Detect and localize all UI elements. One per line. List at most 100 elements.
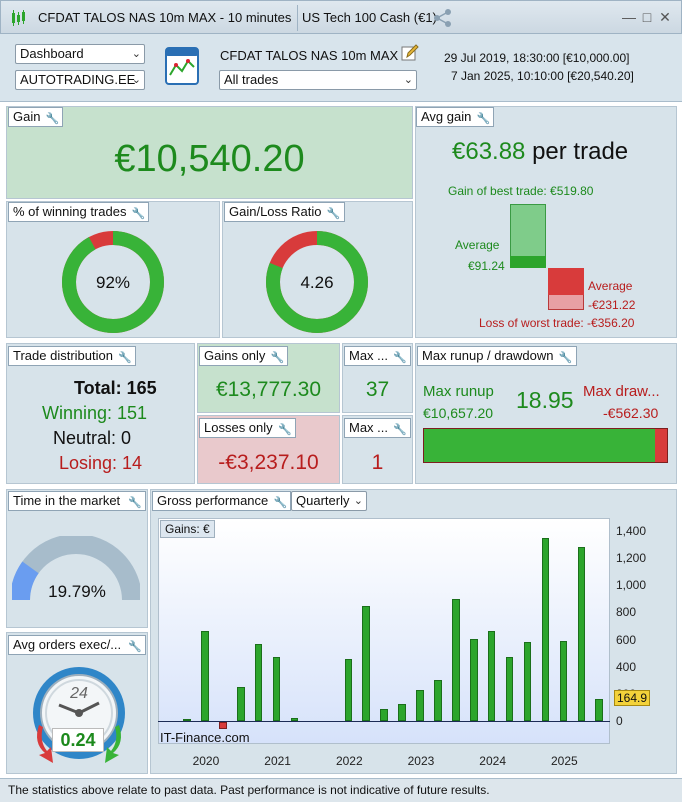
wrench-icon: 🔧 bbox=[131, 208, 146, 220]
runup-value: €10,657.20 bbox=[423, 405, 494, 421]
trade-distribution-panel bbox=[6, 343, 195, 484]
report-icon[interactable] bbox=[165, 47, 199, 85]
gain-panel bbox=[6, 106, 413, 199]
winning-pct-title[interactable]: % of winning trades 🔧 bbox=[8, 202, 150, 222]
minimize-icon[interactable]: — bbox=[622, 9, 636, 25]
gain-value: €10,540.20 bbox=[114, 138, 305, 180]
avg-loss-label: Average bbox=[588, 279, 633, 293]
winning-trades: Winning: 151 bbox=[42, 403, 148, 423]
x-tick-label: 2023 bbox=[407, 754, 435, 768]
y-tick-label: 1,200 bbox=[616, 551, 647, 566]
avg-gain-title[interactable]: Avg gain 🔧 bbox=[416, 107, 495, 127]
total-trades: Total: 165 bbox=[74, 378, 157, 398]
max-wins-title-label: Max ... bbox=[349, 348, 389, 363]
watermark: IT-Finance.com bbox=[160, 730, 250, 745]
winning-pct-title-label: % of winning trades bbox=[13, 204, 127, 219]
runup-bar-fill bbox=[424, 429, 655, 462]
trade-distribution-title-label: Trade distribution bbox=[13, 348, 113, 363]
period-select[interactable]: Quarterly ⌄ bbox=[291, 491, 367, 511]
chevron-down-icon: ⌄ bbox=[131, 48, 141, 60]
strategy-name: CFDAT TALOS NAS 10m MAX bbox=[220, 48, 399, 63]
view-select[interactable]: Dashboard ⌄ bbox=[15, 44, 145, 64]
chart-bar bbox=[505, 657, 514, 721]
trades-select[interactable]: All trades ⌄ bbox=[219, 70, 417, 90]
tab-strategy[interactable]: CFDAT TALOS NAS 10m MAX - 10 minutes bbox=[32, 5, 299, 31]
trades-select-value: All trades bbox=[224, 72, 279, 87]
x-tick-label: 2025 bbox=[550, 754, 578, 768]
disclaimer-footer: The statistics above relate to past data… bbox=[0, 778, 682, 802]
avg-gain-panel bbox=[415, 106, 677, 338]
max-wins-value: 37 bbox=[365, 378, 390, 401]
view-select-value: Dashboard bbox=[20, 46, 84, 61]
gauge-fill bbox=[12, 561, 39, 601]
wrench-icon: 🔧 bbox=[118, 352, 132, 364]
gross-performance-title[interactable]: Gross performance 🔧 bbox=[152, 491, 292, 511]
avg-win-fill bbox=[510, 256, 546, 268]
time-market-title[interactable]: Time in the market 🔧 bbox=[8, 491, 146, 511]
gain-title-label: Gain bbox=[13, 109, 41, 124]
avg-gain-value: €63.88 bbox=[452, 138, 526, 165]
max-losses-value: 1 bbox=[371, 451, 384, 474]
max-losses-title[interactable]: Max ... 🔧 bbox=[344, 418, 411, 438]
maximize-icon[interactable]: □ bbox=[642, 9, 652, 25]
clock-label: 24 bbox=[70, 685, 88, 702]
chevron-down-icon: ⌄ bbox=[131, 74, 141, 86]
chart-bar bbox=[272, 657, 281, 721]
chart-bar bbox=[487, 630, 496, 721]
chevron-down-icon: ⌄ bbox=[353, 495, 363, 507]
chart-bar bbox=[577, 546, 586, 721]
gain-title[interactable]: Gain 🔧 bbox=[8, 107, 64, 127]
x-tick-label: 2021 bbox=[264, 754, 291, 768]
chart-bar bbox=[434, 680, 442, 721]
worst-trade-label: Loss of worst trade: -€356.20 bbox=[479, 316, 635, 330]
series-legend: Gains: € bbox=[160, 520, 215, 538]
share-icon[interactable] bbox=[433, 8, 453, 28]
avg-loss-value: -€231.22 bbox=[588, 298, 636, 312]
wrench-icon: 🔧 bbox=[558, 352, 573, 364]
runup-title[interactable]: Max runup / drawdown 🔧 bbox=[417, 346, 577, 366]
runup-bar bbox=[423, 428, 668, 463]
gain-loss-title-label: Gain/Loss Ratio bbox=[229, 204, 322, 219]
edit-icon[interactable] bbox=[401, 44, 419, 62]
x-tick-label: 2022 bbox=[335, 754, 363, 768]
y-tick-label: 1,000 bbox=[616, 578, 647, 593]
y-tick-label: 600 bbox=[616, 632, 637, 647]
chart-bar bbox=[541, 538, 550, 721]
chart-bar bbox=[183, 718, 191, 721]
avg-orders-title[interactable]: Avg orders exec/... 🔧 bbox=[8, 635, 146, 655]
wrench-icon: 🔧 bbox=[128, 641, 142, 653]
close-icon[interactable]: ✕ bbox=[659, 9, 671, 25]
title-bar: CFDAT TALOS NAS 10m MAX - 10 minutes US … bbox=[0, 0, 682, 34]
gains-only-title[interactable]: Gains only 🔧 bbox=[199, 346, 289, 366]
gain-loss-title[interactable]: Gain/Loss Ratio 🔧 bbox=[224, 202, 345, 222]
x-tick-label: 2024 bbox=[479, 754, 506, 768]
gains-only-value: €13,777.30 bbox=[215, 378, 322, 401]
chart-bar bbox=[559, 640, 568, 721]
x-tick-label: 2020 bbox=[192, 754, 220, 768]
y-tick-label: 0 bbox=[616, 714, 623, 728]
chevron-down-icon: ⌄ bbox=[403, 74, 413, 86]
chart-bar bbox=[201, 631, 209, 721]
avg-gain-suffix: per trade bbox=[532, 138, 629, 165]
avg-orders-value: 0.24 bbox=[52, 728, 104, 752]
losses-only-title[interactable]: Losses only 🔧 bbox=[199, 418, 296, 438]
time-market-title-label: Time in the market bbox=[13, 493, 121, 508]
chart-bar bbox=[470, 638, 478, 721]
wrench-icon: 🔧 bbox=[128, 497, 142, 509]
gross-performance-title-label: Gross performance bbox=[157, 493, 269, 508]
last-value-badge: 164.9 bbox=[614, 690, 651, 706]
chart-plot-area bbox=[158, 518, 610, 744]
winning-pct-panel bbox=[6, 201, 220, 338]
chart-bar bbox=[362, 606, 370, 721]
chart-bar bbox=[344, 658, 353, 721]
account-select[interactable]: AUTOTRADING.EE ⌄ bbox=[15, 70, 145, 90]
tab-instrument[interactable]: US Tech 100 Cash (€1) bbox=[302, 10, 437, 25]
chart-bar bbox=[290, 717, 299, 721]
gain-loss-value: 4.26 bbox=[300, 273, 334, 292]
avg-gain-line: €63.88 per trade bbox=[452, 138, 628, 166]
winning-pct-value: 92% bbox=[95, 273, 131, 292]
max-wins-title[interactable]: Max ... 🔧 bbox=[344, 346, 411, 366]
trade-distribution-title[interactable]: Trade distribution 🔧 bbox=[8, 346, 136, 366]
max-losses-title-label: Max ... bbox=[349, 420, 389, 435]
wrench-icon: 🔧 bbox=[393, 352, 407, 364]
